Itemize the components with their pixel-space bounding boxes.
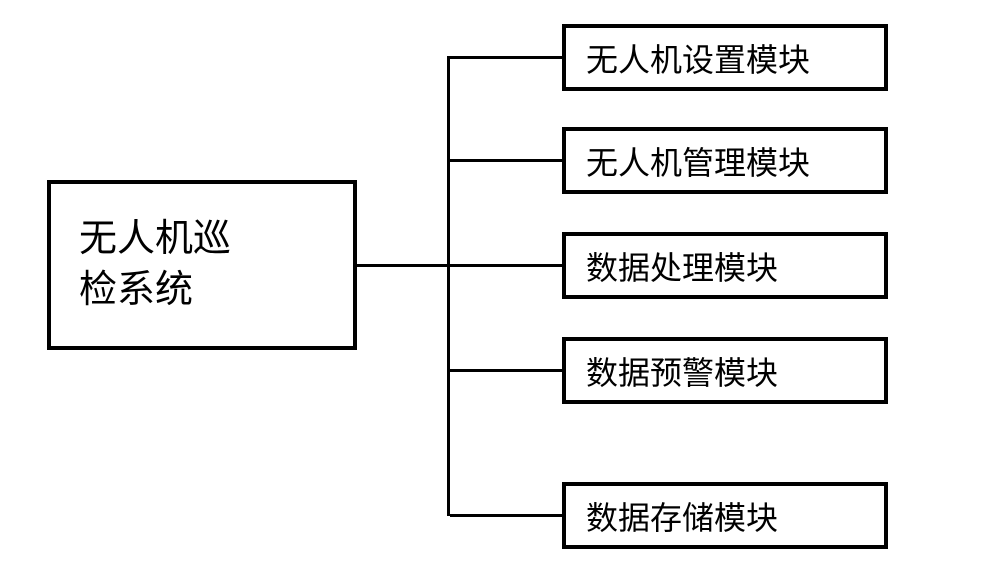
leaf-node-0: 无人机设置模块 [562,24,888,91]
leaf-label: 数据预警模块 [586,348,778,394]
leaf-label: 数据处理模块 [586,243,778,289]
leaf-label: 无人机设置模块 [586,35,810,81]
leaf-node-1: 无人机管理模块 [562,127,888,194]
leaf-node-3: 数据预警模块 [562,337,888,404]
connector-leaf-2 [450,264,562,267]
root-node: 无人机巡 检系统 [47,180,357,350]
connector-spine [447,56,450,516]
leaf-node-4: 数据存储模块 [562,482,888,549]
leaf-label: 无人机管理模块 [586,138,810,184]
connector-leaf-3 [450,369,562,372]
connector-leaf-0 [450,56,562,59]
connector-root [357,264,450,267]
connector-leaf-1 [450,159,562,162]
connector-leaf-4 [450,514,562,517]
diagram-canvas: 无人机巡 检系统 无人机设置模块无人机管理模块数据处理模块数据预警模块数据存储模块 [0,0,1000,571]
root-label: 无人机巡 检系统 [79,214,231,317]
leaf-node-2: 数据处理模块 [562,232,888,299]
leaf-label: 数据存储模块 [586,493,778,539]
